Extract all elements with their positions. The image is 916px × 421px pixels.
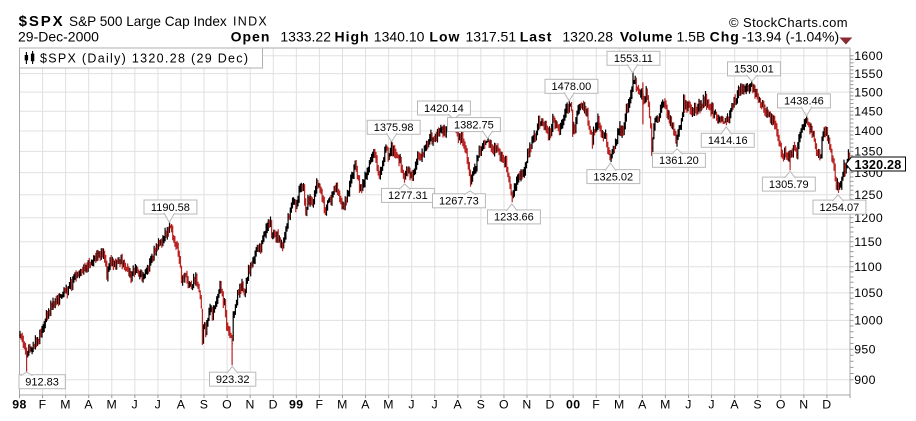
svg-text:J: J xyxy=(685,398,692,412)
svg-text:$SPX: $SPX xyxy=(19,13,65,30)
svg-text:F: F xyxy=(39,398,47,412)
svg-text:1320.28: 1320.28 xyxy=(855,158,902,172)
svg-text:J: J xyxy=(408,398,415,412)
svg-text:1050: 1050 xyxy=(854,286,883,300)
svg-text:1100: 1100 xyxy=(854,260,882,274)
svg-text:F: F xyxy=(315,398,323,412)
svg-text:29-Dec-2000: 29-Dec-2000 xyxy=(18,29,99,45)
svg-text:Chg: Chg xyxy=(710,29,740,45)
svg-text:-13.94 (-1.04%): -13.94 (-1.04%) xyxy=(742,29,839,45)
svg-text:1190.58: 1190.58 xyxy=(151,202,190,214)
svg-text:O: O xyxy=(222,398,232,412)
svg-text:A: A xyxy=(361,398,370,412)
svg-text:A: A xyxy=(177,398,186,412)
svg-text:1600: 1600 xyxy=(854,49,883,63)
svg-text:1382.75: 1382.75 xyxy=(454,119,494,131)
svg-text:J: J xyxy=(132,398,139,412)
svg-text:1340.10: 1340.10 xyxy=(374,29,425,45)
svg-text:912.83: 912.83 xyxy=(25,377,59,389)
svg-text:1.5B: 1.5B xyxy=(677,29,706,45)
svg-text:1333.22: 1333.22 xyxy=(280,29,331,45)
svg-text:A: A xyxy=(453,398,462,412)
svg-text:J: J xyxy=(432,398,439,412)
svg-text:S: S xyxy=(477,398,486,412)
svg-text:J: J xyxy=(708,398,715,412)
svg-text:M: M xyxy=(60,398,71,412)
svg-text:1305.79: 1305.79 xyxy=(769,179,809,191)
svg-text:1317.51: 1317.51 xyxy=(466,29,517,45)
svg-text:Volume: Volume xyxy=(620,29,673,45)
svg-text:1325.02: 1325.02 xyxy=(593,171,633,183)
svg-text:950: 950 xyxy=(854,343,876,357)
svg-text:1361.20: 1361.20 xyxy=(659,155,699,167)
svg-text:M: M xyxy=(337,398,348,412)
svg-text:INDX: INDX xyxy=(233,15,268,29)
svg-text:1267.73: 1267.73 xyxy=(439,196,479,208)
svg-text:S: S xyxy=(753,398,762,412)
svg-text:© StockCharts.com: © StockCharts.com xyxy=(729,15,848,30)
svg-text:1000: 1000 xyxy=(854,314,883,328)
svg-text:M: M xyxy=(660,398,671,412)
svg-text:$SPX (Daily) 1320.28 (29 Dec): $SPX (Daily) 1320.28 (29 Dec) xyxy=(40,52,249,66)
svg-text:A: A xyxy=(730,398,739,412)
svg-text:1438.46: 1438.46 xyxy=(784,96,824,108)
svg-text:S&P 500 Large Cap Index: S&P 500 Large Cap Index xyxy=(69,14,227,29)
svg-text:1250: 1250 xyxy=(854,188,883,202)
svg-text:M: M xyxy=(383,398,394,412)
svg-text:J: J xyxy=(155,398,162,412)
svg-text:1150: 1150 xyxy=(854,235,882,249)
svg-text:1500: 1500 xyxy=(854,85,883,99)
svg-text:O: O xyxy=(776,398,786,412)
svg-text:00: 00 xyxy=(566,398,580,412)
svg-text:High: High xyxy=(335,29,370,45)
svg-text:1553.11: 1553.11 xyxy=(614,53,653,65)
svg-text:D: D xyxy=(545,398,554,412)
svg-text:M: M xyxy=(106,398,117,412)
svg-text:900: 900 xyxy=(854,373,876,387)
svg-text:1478.00: 1478.00 xyxy=(552,81,592,93)
svg-text:1320.28: 1320.28 xyxy=(562,29,613,45)
svg-text:1254.07: 1254.07 xyxy=(820,202,860,214)
svg-text:1420.14: 1420.14 xyxy=(424,103,464,115)
svg-text:D: D xyxy=(822,398,831,412)
svg-text:F: F xyxy=(592,398,600,412)
svg-text:N: N xyxy=(246,398,255,412)
svg-text:A: A xyxy=(84,398,93,412)
svg-text:1375.98: 1375.98 xyxy=(374,122,414,134)
svg-text:1530.01: 1530.01 xyxy=(734,64,774,76)
svg-text:923.32: 923.32 xyxy=(216,374,250,386)
svg-text:Low: Low xyxy=(429,29,460,45)
svg-text:1550: 1550 xyxy=(854,67,883,81)
svg-text:A: A xyxy=(638,398,647,412)
svg-text:S: S xyxy=(200,398,209,412)
svg-text:Last: Last xyxy=(520,29,553,45)
svg-text:M: M xyxy=(614,398,625,412)
svg-text:D: D xyxy=(269,398,278,412)
svg-text:98: 98 xyxy=(12,398,26,412)
svg-text:1450: 1450 xyxy=(854,104,883,118)
svg-text:O: O xyxy=(499,398,509,412)
svg-text:99: 99 xyxy=(289,398,303,412)
svg-text:1277.31: 1277.31 xyxy=(388,190,428,202)
svg-text:1233.66: 1233.66 xyxy=(494,212,534,224)
svg-text:N: N xyxy=(522,398,531,412)
svg-text:1414.16: 1414.16 xyxy=(708,135,748,147)
svg-text:N: N xyxy=(799,398,808,412)
svg-text:1350: 1350 xyxy=(854,145,883,159)
svg-text:Open: Open xyxy=(231,29,271,45)
svg-text:1400: 1400 xyxy=(854,124,883,138)
